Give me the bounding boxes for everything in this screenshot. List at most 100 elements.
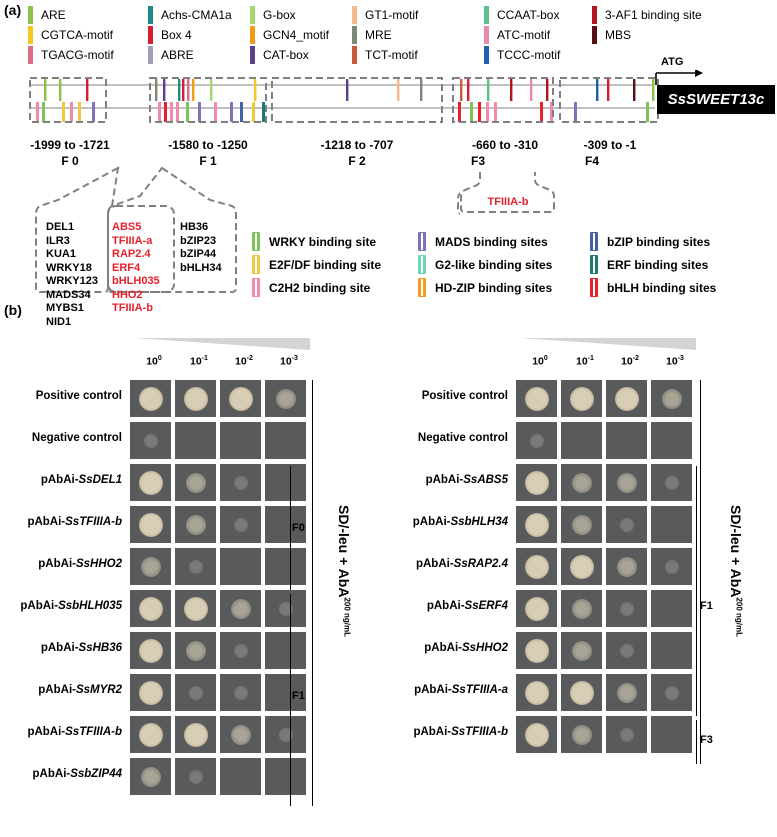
- motif-swatch: [352, 6, 357, 24]
- yeast-colony: [569, 386, 594, 411]
- yeast-colony: [524, 596, 549, 621]
- yeast-colony: [524, 386, 549, 411]
- spot-cell: [606, 674, 647, 711]
- spot-cell: [220, 506, 261, 543]
- yeast-colony: [138, 722, 163, 747]
- dilution-base: 10: [576, 355, 588, 368]
- strain-prefix: pAbAi-: [426, 600, 465, 612]
- strain-label: pAbAi-SsbHLH34: [413, 516, 508, 528]
- dilution-exponent: -2: [246, 355, 253, 362]
- yeast-colony: [571, 724, 592, 745]
- spot-cell: [651, 422, 692, 459]
- yeast-colony: [183, 722, 208, 747]
- spot-cell: [130, 674, 171, 711]
- motif-legend-item: TCCC-motif: [484, 46, 560, 64]
- yeast-colony: [233, 475, 248, 490]
- strain-prefix: pAbAi-: [38, 558, 76, 570]
- spot-cell: [606, 548, 647, 585]
- yeast-colony: [664, 475, 679, 490]
- family-legend-item: bHLH binding sites: [590, 278, 716, 297]
- yeast-colony: [616, 556, 637, 577]
- binding-site-mark: [44, 79, 47, 101]
- yeast-colony: [664, 685, 679, 700]
- binding-site-mark: [346, 79, 349, 101]
- strain-prefix: pAbAi-: [425, 474, 464, 486]
- family-name: MADS binding sites: [435, 234, 548, 249]
- spot-cell: [606, 422, 647, 459]
- yeast-colony: [233, 517, 248, 532]
- strain-prefix: pAbAi-: [38, 684, 76, 696]
- yeast-colony: [138, 638, 163, 663]
- motif-legend-item: Box 4: [148, 26, 192, 44]
- spot-cell: [516, 632, 557, 669]
- strain-gene: SsTFIIIA-b: [451, 726, 508, 738]
- binding-site-mark: [254, 79, 257, 101]
- atg-label: ATG: [661, 56, 684, 68]
- binding-site-mark: [182, 79, 185, 101]
- motif-name: G-box: [263, 8, 296, 22]
- yeast-colony: [524, 680, 549, 705]
- range-f4: -309 to -1: [583, 138, 637, 152]
- strain-gene: SsHHO2: [461, 642, 508, 654]
- motif-swatch: [352, 26, 357, 44]
- strain-label: pAbAi-SsDEL1: [41, 474, 122, 486]
- spot-cell: [265, 548, 306, 585]
- fragment-box-f0: [29, 77, 107, 123]
- spot-cell: [651, 632, 692, 669]
- spot-cell: [220, 548, 261, 585]
- binding-site-mark: [92, 102, 95, 122]
- yeast-colony: [183, 386, 208, 411]
- spot-cell: [220, 464, 261, 501]
- yeast-colony: [619, 517, 634, 532]
- binding-site-mark: [607, 79, 610, 101]
- binding-site-mark: [546, 79, 549, 101]
- binding-site-mark: [198, 102, 201, 122]
- group-bracket: [290, 466, 291, 590]
- tf-name: ERF4: [112, 261, 141, 274]
- spot-cell: [220, 590, 261, 627]
- family-name: E2F/DF binding site: [269, 257, 382, 272]
- yeast-colony: [138, 386, 163, 411]
- motif-name: CAT-box: [263, 48, 309, 62]
- dilution-base: 10: [280, 355, 292, 368]
- fragment-box-f4: [559, 77, 659, 123]
- binding-site-mark: [192, 79, 195, 101]
- family-legend-item: WRKY binding site: [252, 232, 376, 251]
- spot-cell: [175, 590, 216, 627]
- binding-site-mark: [530, 79, 533, 101]
- dilution-label: 10-1: [179, 355, 219, 368]
- tf-name: ILR3: [46, 234, 70, 247]
- motif-name: Achs-CMA1a: [161, 8, 232, 22]
- binding-site-mark: [397, 79, 400, 101]
- dilution-label: 10-3: [269, 355, 309, 368]
- motif-legend-item: Achs-CMA1a: [148, 6, 232, 24]
- spot-cell: [175, 422, 216, 459]
- strain-label: pAbAi-SsTFIIIA-b: [27, 726, 122, 738]
- binding-site-mark: [540, 102, 543, 122]
- fragment-name-f2: F 2: [348, 154, 366, 168]
- tf-name: HHO2: [112, 288, 143, 301]
- binding-site-mark: [176, 102, 179, 122]
- panel-b-label: (b): [4, 302, 22, 318]
- yeast-colony: [140, 766, 161, 787]
- binding-site-mark: [240, 102, 243, 122]
- yeast-colony: [524, 554, 549, 579]
- yeast-colony: [188, 769, 203, 784]
- dilution-wedge: [134, 338, 310, 350]
- strain-label: pAbAi-SsTFIIIA-b: [413, 726, 508, 738]
- yeast-colony: [569, 554, 594, 579]
- motif-legend-item: GCN4_motif: [250, 26, 329, 44]
- yeast-colony: [524, 470, 549, 495]
- motif-name: TCT-motif: [365, 48, 418, 62]
- motif-legend-item: CCAAT-box: [484, 6, 559, 24]
- family-name: G2-like binding sites: [435, 257, 553, 272]
- strain-label: pAbAi-SsbZIP44: [33, 768, 122, 780]
- spot-cell: [265, 506, 306, 543]
- binding-site-mark: [646, 102, 649, 122]
- spot-cell: [220, 716, 261, 753]
- strain-gene: SsbHLH34: [450, 516, 508, 528]
- tf-name: bHLH035: [112, 275, 160, 287]
- spot-cell: [561, 422, 602, 459]
- binding-site-mark: [470, 102, 473, 122]
- yeast-colony: [571, 472, 592, 493]
